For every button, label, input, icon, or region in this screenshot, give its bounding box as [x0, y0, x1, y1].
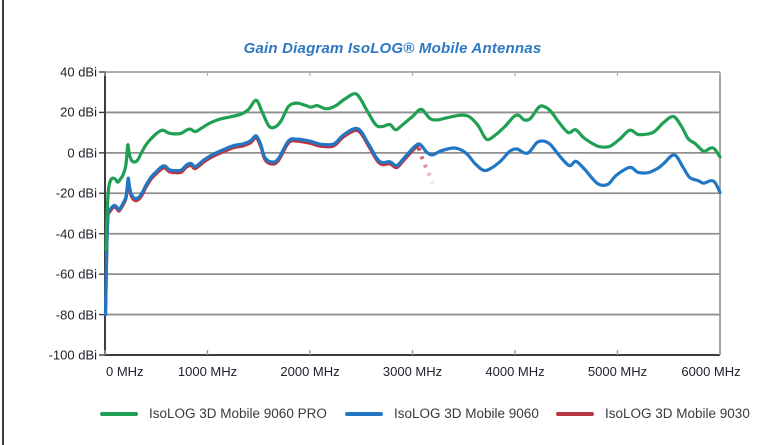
page-left-border	[2, 0, 4, 445]
x-tick-label: 2000 MHz	[280, 364, 340, 379]
y-tick-label: 0 dBi	[67, 145, 97, 161]
chart-title: Gain Diagram IsoLOG® Mobile Antennas	[243, 40, 542, 57]
x-tick-label: 1000 MHz	[177, 364, 238, 379]
y-tick-label: -60 dBi	[55, 266, 97, 282]
series-line-0	[103, 128, 420, 317]
y-tick-label: 20 dBi	[60, 104, 97, 120]
x-tick-label: 0 MHz	[106, 364, 144, 379]
y-tick-label: 40 dBi	[60, 64, 97, 80]
x-tick-label: 4000 MHz	[485, 364, 545, 379]
x-tick-label: 6000 MHz	[681, 364, 741, 379]
series-line-2	[104, 92, 722, 252]
y-tick-label: -100 dBi	[48, 347, 97, 363]
y-tick-label: -20 dBi	[55, 185, 97, 201]
y-tick-label: -40 dBi	[55, 226, 97, 242]
x-tick-label: 3000 MHz	[382, 364, 443, 379]
y-tick-label: -80 dBi	[55, 307, 97, 323]
series-line-1	[103, 126, 722, 317]
x-tick-label: 5000 MHz	[587, 364, 648, 379]
